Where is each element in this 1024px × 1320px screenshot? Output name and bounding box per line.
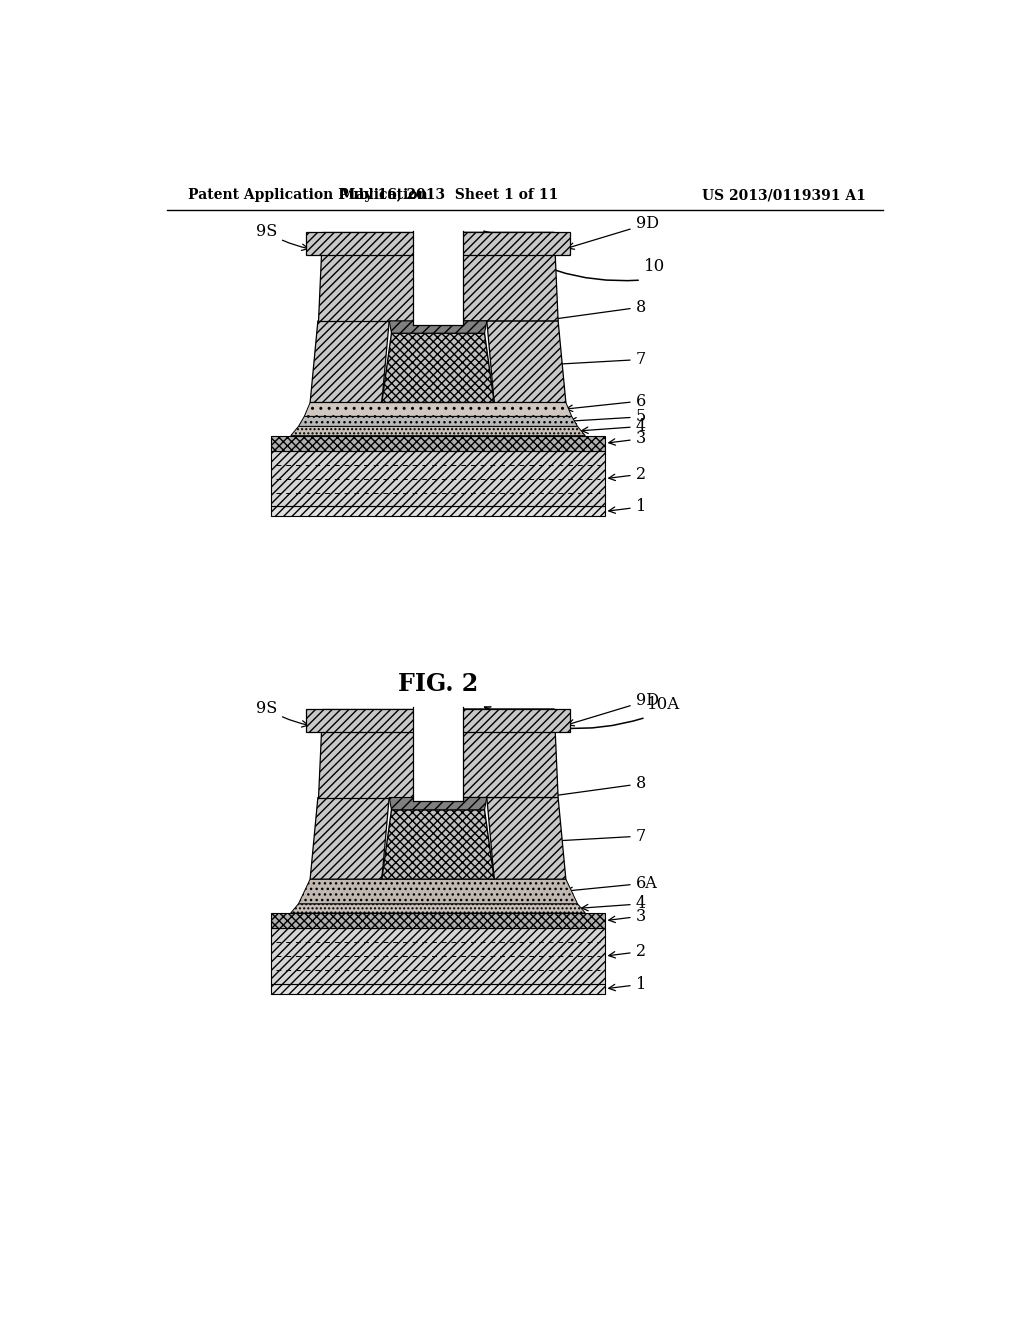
Polygon shape: [382, 333, 495, 403]
Polygon shape: [486, 321, 566, 403]
Polygon shape: [291, 904, 586, 913]
Text: 10A: 10A: [647, 696, 681, 713]
Polygon shape: [414, 708, 463, 801]
Polygon shape: [389, 321, 486, 333]
Text: 2: 2: [609, 466, 646, 483]
Polygon shape: [271, 928, 604, 983]
Text: 9S: 9S: [256, 700, 308, 727]
Polygon shape: [271, 451, 604, 507]
Polygon shape: [310, 797, 389, 879]
Text: 4: 4: [582, 418, 646, 436]
Polygon shape: [299, 416, 578, 426]
Text: 6A: 6A: [566, 875, 657, 894]
Text: 7: 7: [497, 828, 646, 847]
Polygon shape: [299, 879, 578, 904]
Polygon shape: [271, 507, 604, 516]
Polygon shape: [304, 403, 571, 416]
Text: 10: 10: [644, 259, 666, 276]
Text: May 16, 2013  Sheet 1 of 11: May 16, 2013 Sheet 1 of 11: [341, 189, 559, 202]
Text: 9S: 9S: [256, 223, 308, 251]
Text: 2: 2: [609, 942, 646, 960]
Text: 9D: 9D: [567, 692, 658, 726]
Polygon shape: [461, 232, 558, 321]
Text: FIG. 1: FIG. 1: [398, 235, 478, 259]
Text: 8: 8: [501, 298, 646, 329]
Text: 1: 1: [609, 499, 646, 515]
Text: 3: 3: [609, 908, 646, 925]
Polygon shape: [271, 436, 604, 451]
Polygon shape: [271, 983, 604, 994]
Polygon shape: [271, 913, 604, 928]
Polygon shape: [310, 321, 389, 403]
Polygon shape: [389, 797, 486, 810]
Polygon shape: [382, 810, 495, 879]
Polygon shape: [486, 797, 566, 879]
Polygon shape: [291, 426, 586, 436]
Text: Patent Application Publication: Patent Application Publication: [188, 189, 428, 202]
Text: 5: 5: [570, 408, 646, 425]
Text: FIG. 2: FIG. 2: [398, 672, 478, 696]
Polygon shape: [414, 231, 463, 325]
Text: 3: 3: [609, 430, 646, 447]
Polygon shape: [458, 232, 569, 256]
Polygon shape: [306, 709, 419, 733]
Polygon shape: [317, 709, 415, 797]
Text: 8: 8: [501, 775, 646, 805]
Text: 7: 7: [497, 351, 646, 371]
Text: 9D: 9D: [567, 215, 658, 249]
Polygon shape: [317, 232, 415, 321]
Text: 4: 4: [582, 895, 646, 912]
Polygon shape: [306, 232, 419, 256]
Text: 1: 1: [609, 975, 646, 993]
Polygon shape: [458, 709, 569, 733]
Polygon shape: [461, 709, 558, 797]
Text: 6: 6: [566, 392, 646, 412]
Text: US 2013/0119391 A1: US 2013/0119391 A1: [701, 189, 865, 202]
